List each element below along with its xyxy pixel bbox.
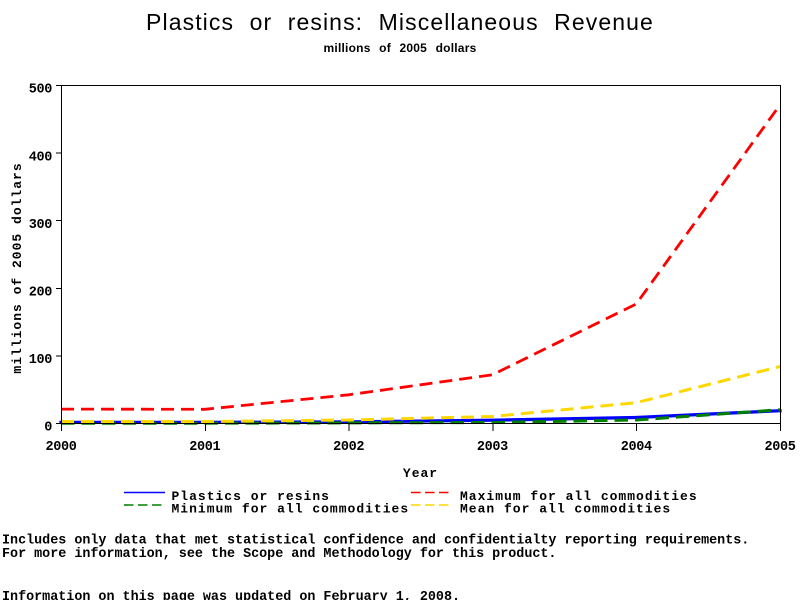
svg-text:millions of 2005 dollars: millions of 2005 dollars [10,162,25,373]
svg-text:2000: 2000 [45,440,76,455]
svg-text:Plastics or resins: Miscellane: Plastics or resins: Miscellaneous Revenu… [146,9,654,35]
svg-text:Plastics or resins: Plastics or resins [172,489,330,504]
svg-text:2003: 2003 [477,440,508,455]
svg-text:Year: Year [403,466,438,481]
svg-text:Information on this page was u: Information on this page was updated on … [2,590,460,600]
svg-text:Minimum for all commodities: Minimum for all commodities [172,502,410,517]
svg-text:Includes only data that met st: Includes only data that met statistical … [2,533,749,548]
svg-text:2002: 2002 [333,440,364,455]
svg-text:2005: 2005 [764,440,795,455]
svg-text:2004: 2004 [621,440,652,455]
svg-text:millions of 2005 dollars: millions of 2005 dollars [324,41,477,55]
svg-text:100: 100 [29,353,53,368]
svg-text:300: 300 [29,218,53,233]
svg-text:For more information, see the: For more information, see the Scope and … [2,547,556,562]
svg-text:2001: 2001 [189,440,220,455]
svg-text:200: 200 [29,286,53,301]
svg-text:Maximum for all commodities: Maximum for all commodities [460,489,698,504]
svg-text:Mean for all commodities: Mean for all commodities [460,502,671,517]
svg-text:500: 500 [29,83,53,98]
svg-text:400: 400 [29,150,53,165]
svg-text:0: 0 [44,421,52,436]
